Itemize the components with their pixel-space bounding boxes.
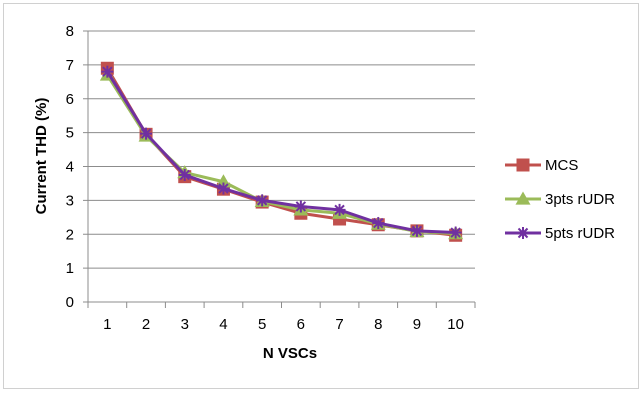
y-tick-label: 8 xyxy=(66,23,74,40)
legend: MCS 3pts rUDR 5pts rUDR xyxy=(505,157,615,242)
axes xyxy=(83,30,476,308)
series-line xyxy=(106,67,456,237)
data-point xyxy=(294,200,307,213)
legend-label: MCS xyxy=(545,157,578,174)
x-tick-label: 1 xyxy=(103,316,111,333)
data-point xyxy=(410,224,423,237)
series-3pts-rudr xyxy=(99,67,464,240)
x-tick-label: 4 xyxy=(219,316,227,333)
x-tick-label: 8 xyxy=(374,316,382,333)
y-tick-label: 4 xyxy=(66,159,74,176)
x-tick-label: 6 xyxy=(297,316,305,333)
data-point xyxy=(256,194,269,207)
data-point xyxy=(449,226,462,239)
data-point xyxy=(101,65,114,78)
series-group xyxy=(99,61,464,242)
x-tick-label: 7 xyxy=(335,316,343,333)
x-tick-labels: 1 2 3 4 5 6 7 8 9 10 xyxy=(103,316,464,333)
data-point xyxy=(178,168,191,181)
x-axis-title: N VSCs xyxy=(263,345,317,362)
data-point xyxy=(517,227,529,239)
series-mcs xyxy=(100,61,463,242)
y-tick-label: 2 xyxy=(66,226,74,243)
legend-label: 3pts rUDR xyxy=(545,191,615,208)
y-axis-title: Current THD (%) xyxy=(33,98,50,215)
x-tick-label: 9 xyxy=(413,316,421,333)
data-point xyxy=(333,203,346,216)
y-tick-label: 7 xyxy=(66,57,74,74)
data-point xyxy=(372,217,385,230)
data-point xyxy=(515,191,531,205)
series-line xyxy=(106,70,456,235)
x-tick-label: 3 xyxy=(181,316,189,333)
series-5pts-rudr xyxy=(101,65,462,239)
y-tick-labels: 0 1 2 3 4 5 6 7 8 xyxy=(66,23,74,311)
y-tick-label: 5 xyxy=(66,125,74,142)
y-tick-label: 1 xyxy=(66,260,74,277)
legend-label: 5pts rUDR xyxy=(545,225,615,242)
y-tick-label: 3 xyxy=(66,192,74,209)
y-tick-label: 6 xyxy=(66,91,74,108)
x-tick-label: 5 xyxy=(258,316,266,333)
x-tick-label: 2 xyxy=(142,316,150,333)
x-tick-label: 10 xyxy=(447,316,464,333)
data-point xyxy=(516,158,530,172)
legend-entry: 3pts rUDR xyxy=(505,191,615,208)
data-point xyxy=(217,182,230,195)
y-tick-label: 0 xyxy=(66,294,74,311)
legend-entry: 5pts rUDR xyxy=(505,225,615,242)
data-point xyxy=(140,127,153,140)
legend-entry: MCS xyxy=(505,157,578,174)
